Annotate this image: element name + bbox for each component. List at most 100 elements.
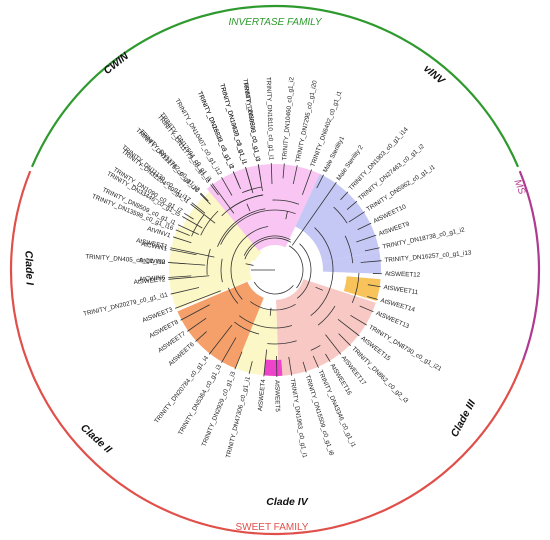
leaf-branch [221, 337, 237, 363]
internal-branch [269, 307, 272, 316]
leaf-branch [168, 275, 192, 278]
leaf-label: AtCWIN1 [141, 241, 169, 253]
leaf-branch [168, 275, 210, 280]
clade-i-inner-sector [181, 189, 262, 262]
node [333, 206, 348, 224]
node [242, 186, 262, 194]
leaf-branch [170, 287, 200, 295]
internal-branch [246, 203, 251, 212]
node [191, 214, 205, 237]
node [200, 210, 219, 236]
node [272, 199, 300, 205]
leaf-branch [200, 192, 209, 202]
leaf-label: AtSWEET4 [257, 379, 267, 412]
invertase-family-label: INVERTASE FAMILY [229, 17, 323, 28]
node [250, 301, 296, 311]
leaf-label: TRINITY_DN18110_c0_g1_i1 [265, 77, 275, 161]
leaf-branch [325, 353, 331, 362]
leaf-label: TRINITY_DN1963_c0_g1_i1 [289, 378, 309, 459]
root-arc-c [253, 281, 294, 295]
internal-branch [315, 286, 324, 291]
leaf-branch [316, 174, 324, 189]
node [220, 209, 296, 245]
clade-cwin-label: CWIN [101, 50, 131, 77]
leaf-branch [367, 284, 381, 288]
clade-iii-sector [276, 279, 376, 376]
root-arc-b [288, 245, 304, 289]
node [227, 287, 239, 304]
leaf-branch [175, 229, 190, 236]
leaf-branch [302, 361, 307, 373]
leaf-branch [221, 177, 233, 196]
leaf-branch [346, 200, 358, 210]
leaf-branch [170, 247, 215, 258]
leaf-branch [270, 163, 273, 185]
leaf-branch [356, 234, 377, 243]
leaf-branch [350, 314, 367, 326]
leaf-branch [248, 361, 253, 374]
node [351, 272, 360, 303]
leaf-branch [191, 202, 206, 214]
node [229, 194, 264, 210]
leaf-label: TRINITY_DN16257_c0_g1_i13 [384, 249, 472, 264]
family-arcs [9, 4, 541, 536]
leaf-branch [263, 349, 268, 377]
node [230, 226, 269, 300]
invertase-family-arc [30, 4, 520, 168]
leaf-label: TRINITY_DN6402_c0_g1_i1 [309, 90, 343, 168]
node [217, 208, 266, 247]
leaf-branch [337, 318, 360, 337]
leaf-branch [208, 324, 233, 355]
leaf-branch [291, 182, 337, 246]
node [206, 248, 211, 275]
node [243, 235, 291, 256]
leaf-branch [177, 224, 200, 235]
leaf-branch [173, 236, 192, 244]
leaf-label: AtSWEET11 [383, 284, 419, 296]
leaf-branch [364, 247, 380, 252]
leaf-branch [199, 193, 211, 205]
node [239, 315, 293, 329]
leaf-branch [168, 262, 186, 265]
leaf-label: AtCWIN2 [139, 257, 166, 266]
sweet-family-label: SWEET FAMILY [236, 522, 309, 533]
leaf-branch [180, 304, 210, 321]
node [310, 227, 334, 317]
internal-branch [285, 211, 288, 220]
leaf-branch [292, 165, 298, 185]
leaf-branch [360, 260, 382, 263]
leaf-branch [169, 249, 197, 256]
leaf-label: AtSWEET2 [133, 276, 166, 286]
leaf-branch [190, 203, 216, 224]
leaf-branch [359, 305, 374, 313]
node [267, 340, 297, 345]
ms-arc [518, 170, 541, 361]
leaf-branch [184, 212, 194, 220]
leaf-label: AtSWEET13 [375, 310, 411, 330]
leaf-label: AtSWEET14 [380, 297, 416, 314]
leaf-branch [325, 334, 342, 355]
leaf-branch [357, 222, 372, 231]
leaf-branch [257, 164, 262, 180]
leaf-label: TRINITY_DN5364_c0_g1_i3 [177, 363, 223, 436]
node [344, 235, 354, 264]
clade-color-sectors [169, 163, 381, 377]
node [234, 321, 260, 335]
leaf-label: AtSWEET12 [385, 271, 421, 279]
leaf-branch [195, 331, 207, 342]
ms-sector [343, 276, 381, 301]
leaf-branch [210, 184, 219, 196]
leaf-branch [301, 169, 312, 195]
clade-iv-sector [263, 359, 283, 377]
leaf-branch [187, 317, 207, 332]
internal-branch [245, 263, 254, 266]
clade-ii-sector [177, 281, 264, 369]
clade-iv-base-sector [235, 307, 279, 377]
node [296, 243, 312, 299]
leaf-branch [182, 216, 203, 229]
leaf-branch [232, 171, 240, 186]
leaf-branch [338, 333, 351, 346]
leaf-branch [245, 167, 254, 194]
leaf-branch [312, 355, 319, 368]
